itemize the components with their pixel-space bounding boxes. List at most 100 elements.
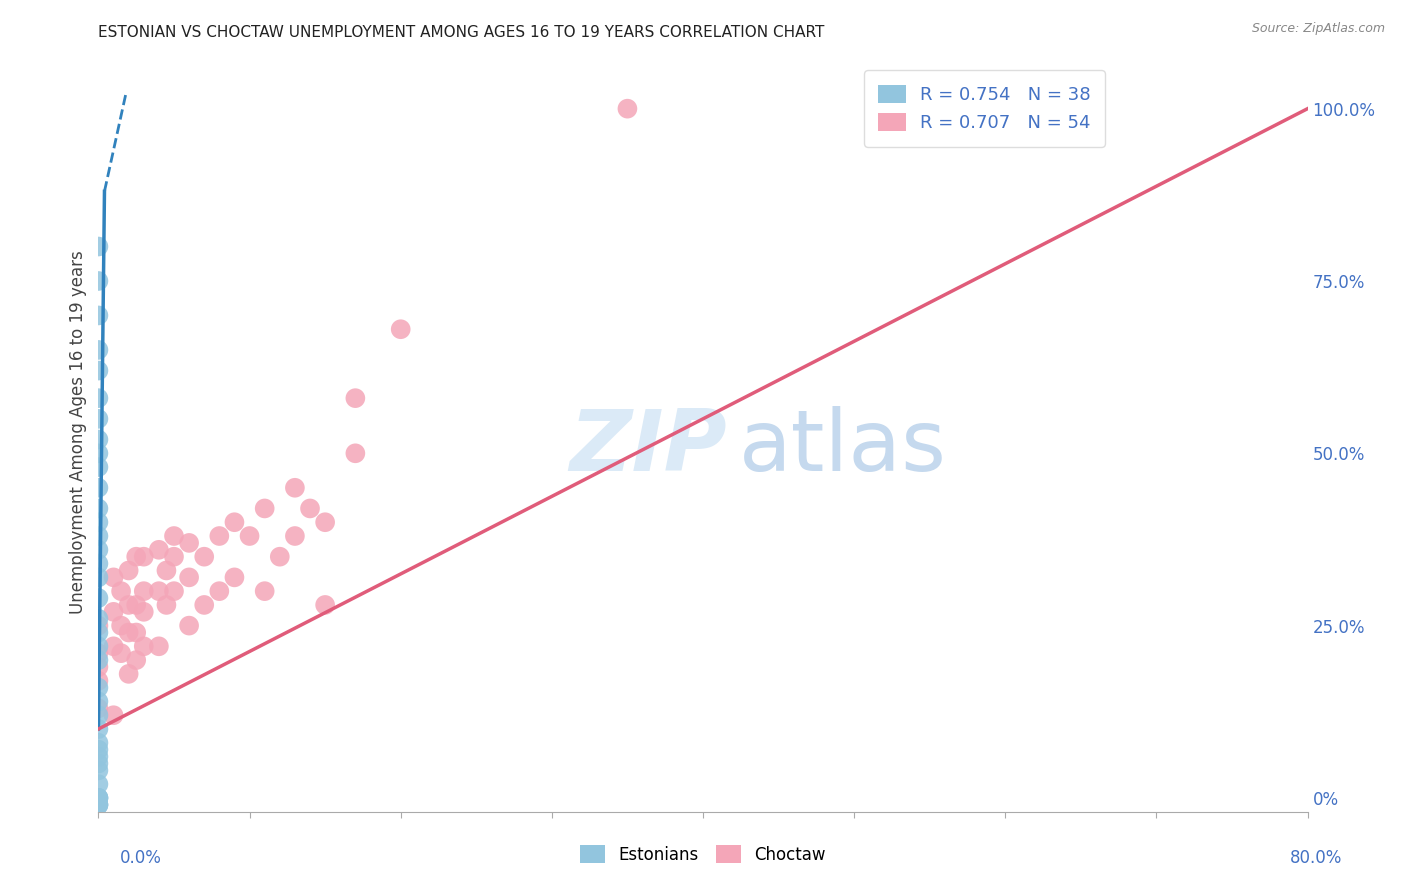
Point <box>208 529 231 543</box>
Point <box>87 542 110 557</box>
Point <box>87 646 110 660</box>
Point <box>125 549 148 564</box>
Point <box>103 708 125 723</box>
Point <box>87 446 110 460</box>
Point <box>148 640 170 654</box>
Point <box>284 529 307 543</box>
Point <box>87 412 110 426</box>
Point <box>224 515 246 529</box>
Point <box>110 646 132 660</box>
Point <box>87 791 110 805</box>
Point <box>299 501 322 516</box>
Point <box>87 618 110 632</box>
Point <box>103 605 125 619</box>
Point <box>87 756 110 771</box>
Point <box>87 701 110 715</box>
Point <box>148 542 170 557</box>
Point <box>163 584 186 599</box>
Point <box>87 239 110 253</box>
Point <box>118 666 141 681</box>
Point <box>87 363 110 377</box>
Point <box>110 584 132 599</box>
Point <box>163 529 186 543</box>
Point <box>87 736 110 750</box>
Point <box>179 618 201 632</box>
Legend: Estonians, Choctaw: Estonians, Choctaw <box>574 838 832 871</box>
Point <box>87 529 110 543</box>
Point <box>87 797 110 812</box>
Point <box>163 549 186 564</box>
Point <box>87 625 110 640</box>
Point <box>125 598 148 612</box>
Point <box>239 529 262 543</box>
Point <box>87 749 110 764</box>
Point <box>87 557 110 571</box>
Text: ZIP: ZIP <box>569 406 727 490</box>
Y-axis label: Unemployment Among Ages 16 to 19 years: Unemployment Among Ages 16 to 19 years <box>69 251 87 615</box>
Point <box>118 625 141 640</box>
Point <box>344 391 367 405</box>
Point <box>87 681 110 695</box>
Point <box>132 549 155 564</box>
Point <box>284 481 307 495</box>
Point <box>269 549 291 564</box>
Point <box>87 612 110 626</box>
Text: ESTONIAN VS CHOCTAW UNEMPLOYMENT AMONG AGES 16 TO 19 YEARS CORRELATION CHART: ESTONIAN VS CHOCTAW UNEMPLOYMENT AMONG A… <box>98 25 825 40</box>
Point <box>87 777 110 791</box>
Point <box>87 742 110 756</box>
Point <box>148 584 170 599</box>
Point <box>87 722 110 736</box>
Point <box>87 274 110 288</box>
Point <box>155 564 177 578</box>
Point <box>224 570 246 584</box>
Text: atlas: atlas <box>740 406 948 490</box>
Point <box>87 570 110 584</box>
Point <box>87 433 110 447</box>
Point <box>253 501 276 516</box>
Point <box>87 343 110 357</box>
Point <box>314 598 336 612</box>
Point <box>87 501 110 516</box>
Point <box>87 673 110 688</box>
Point <box>87 591 110 605</box>
Text: 80.0%: 80.0% <box>1291 849 1343 867</box>
Point <box>344 446 367 460</box>
Point <box>314 515 336 529</box>
Point <box>87 797 110 812</box>
Point <box>87 791 110 805</box>
Point <box>125 653 148 667</box>
Point <box>103 570 125 584</box>
Point <box>616 102 638 116</box>
Point <box>87 653 110 667</box>
Point <box>118 598 141 612</box>
Point <box>87 694 110 708</box>
Legend: R = 0.754   N = 38, R = 0.707   N = 54: R = 0.754 N = 38, R = 0.707 N = 54 <box>865 70 1105 147</box>
Text: Source: ZipAtlas.com: Source: ZipAtlas.com <box>1251 22 1385 36</box>
Point <box>87 391 110 405</box>
Point <box>87 481 110 495</box>
Point <box>389 322 412 336</box>
Point <box>208 584 231 599</box>
Point <box>103 640 125 654</box>
Text: 0.0%: 0.0% <box>120 849 162 867</box>
Point <box>179 536 201 550</box>
Point <box>193 598 215 612</box>
Point <box>253 584 276 599</box>
Point <box>132 584 155 599</box>
Point <box>118 564 141 578</box>
Point <box>87 640 110 654</box>
Point <box>87 797 110 812</box>
Point <box>132 640 155 654</box>
Point <box>125 625 148 640</box>
Point <box>132 605 155 619</box>
Point <box>87 309 110 323</box>
Point <box>193 549 215 564</box>
Point <box>87 660 110 674</box>
Point <box>110 618 132 632</box>
Point <box>87 708 110 723</box>
Point <box>87 460 110 475</box>
Point <box>155 598 177 612</box>
Point <box>87 515 110 529</box>
Point <box>87 764 110 778</box>
Point <box>87 791 110 805</box>
